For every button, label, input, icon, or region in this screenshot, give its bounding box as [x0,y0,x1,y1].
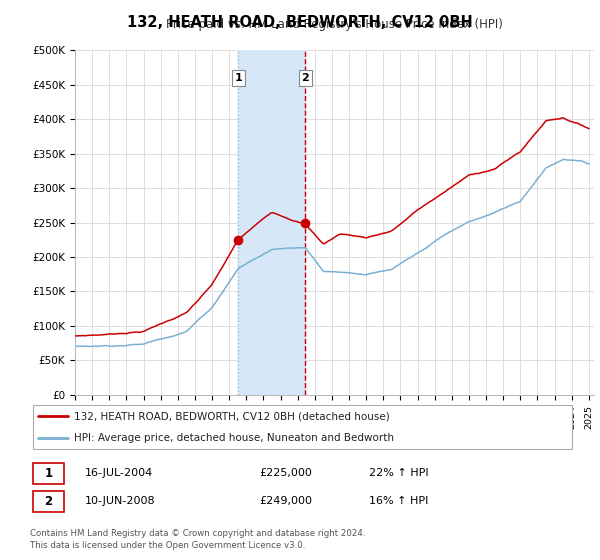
Text: 132, HEATH ROAD, BEDWORTH, CV12 0BH: 132, HEATH ROAD, BEDWORTH, CV12 0BH [127,15,473,30]
Text: 22% ↑ HPI: 22% ↑ HPI [368,468,428,478]
Bar [238,50,305,395]
Text: HPI: Average price, detached house, Nuneaton and Bedworth: HPI: Average price, detached house, Nune… [74,433,394,443]
Text: £249,000: £249,000 [259,496,313,506]
Text: 1: 1 [44,466,53,480]
Text: £225,000: £225,000 [259,468,312,478]
Text: Contains HM Land Registry data © Crown copyright and database right 2024.
This d: Contains HM Land Registry data © Crown c… [30,529,365,550]
FancyBboxPatch shape [33,491,64,511]
Text: 10-JUN-2008: 10-JUN-2008 [85,496,155,506]
Title: Price paid vs. HM Land Registry's House Price Index (HPI): Price paid vs. HM Land Registry's House … [166,18,503,31]
Text: 132, HEATH ROAD, BEDWORTH, CV12 0BH (detached house): 132, HEATH ROAD, BEDWORTH, CV12 0BH (det… [74,411,389,421]
Text: 2: 2 [44,494,53,508]
Text: 2: 2 [301,73,309,83]
Text: 16-JUL-2004: 16-JUL-2004 [85,468,153,478]
Text: 1: 1 [235,73,242,83]
FancyBboxPatch shape [33,405,572,449]
FancyBboxPatch shape [33,463,64,483]
Text: 16% ↑ HPI: 16% ↑ HPI [368,496,428,506]
